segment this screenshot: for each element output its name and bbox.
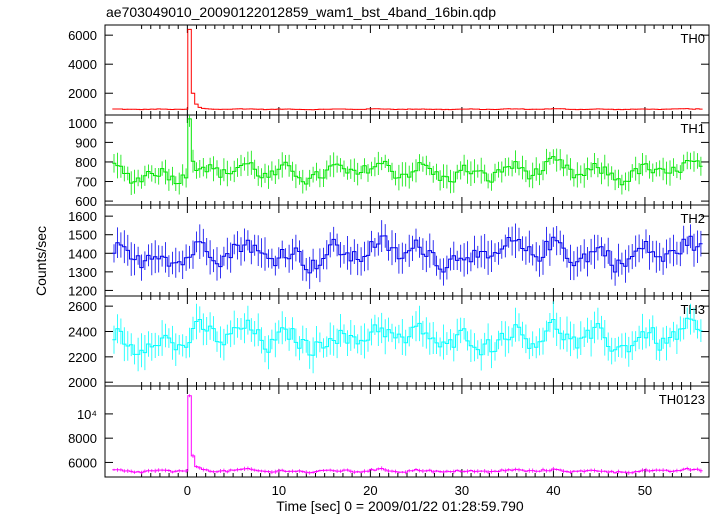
y-tick-label: 2400 (68, 324, 97, 339)
y-tick-label: 4000 (68, 57, 97, 72)
y-tick-label: 8000 (68, 431, 97, 446)
y-axis-label: Counts/sec (33, 226, 49, 296)
panels: 2000 4000 6000 TH0 600 700 800 900 1000 TH1 1200 13… (68, 24, 710, 498)
panel-frame (104, 24, 710, 116)
x-tick-label: 0 (184, 483, 191, 498)
panel-th3: 2000 2200 2400 2600 TH3 (68, 295, 710, 390)
y-tick-label: 700 (75, 175, 97, 190)
panel-name: TH0 (680, 31, 705, 46)
y-tick-label: 1000 (68, 116, 97, 131)
x-tick-label: 10 (272, 483, 286, 498)
y-tick-label: 1400 (68, 246, 97, 261)
y-tick-label: 600 (75, 194, 97, 209)
x-tick-label: 40 (546, 483, 560, 498)
y-tick-label: 800 (75, 155, 97, 170)
y-tick-label: 2000 (68, 375, 97, 390)
y-tick-label: 6000 (68, 455, 97, 470)
panel-frame (104, 114, 710, 206)
y-tick-label: 2000 (68, 86, 97, 101)
panel-name: TH3 (680, 302, 705, 317)
y-tick-label: 1200 (68, 283, 97, 298)
y-tick-label: 1600 (68, 209, 97, 224)
series-line (112, 317, 703, 356)
series-errorbars (113, 394, 702, 475)
series-line (112, 118, 703, 186)
series-errorbars (113, 29, 702, 111)
panel-name: TH0123 (659, 392, 705, 407)
y-tick-label: 2600 (68, 299, 97, 314)
panel-th2: 1200 1300 1400 1500 1600 TH2 (68, 204, 710, 298)
panel-name: TH2 (680, 211, 705, 226)
series-line (112, 235, 703, 274)
x-tick-label: 20 (363, 483, 377, 498)
panel-name: TH1 (680, 121, 705, 136)
series-errorbars (113, 220, 702, 289)
x-tick-label: 50 (638, 483, 652, 498)
x-axis-label: Time [sec] 0 = 2009/01/22 01:28:59.790 (276, 498, 524, 514)
y-tick-label: 6000 (68, 28, 97, 43)
x-tick-label: 30 (455, 483, 469, 498)
panel-th1: 600 700 800 900 1000 TH1 (68, 114, 710, 209)
y-tick-label: 900 (75, 135, 97, 150)
y-tick-label: 2200 (68, 350, 97, 365)
panel-frame (104, 385, 710, 478)
panel-th0123: 6000 8000 10⁴ TH0123 (68, 385, 710, 478)
y-tick-label: 10⁴ (77, 407, 97, 422)
chart-title: ae703049010_20090122012859_wam1_bst_4ban… (106, 4, 496, 20)
series-line (112, 28, 703, 111)
y-tick-label: 1500 (68, 228, 97, 243)
series-errorbars (113, 115, 702, 195)
y-tick-label: 1300 (68, 265, 97, 280)
series-line (112, 395, 703, 474)
panel-th0: 2000 4000 6000 TH0 (68, 24, 710, 116)
